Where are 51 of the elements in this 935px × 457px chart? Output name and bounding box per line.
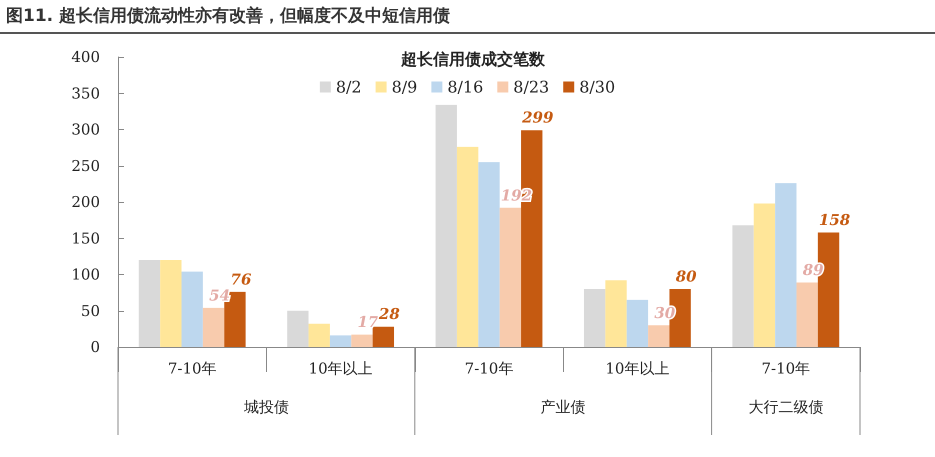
bar <box>138 260 160 347</box>
y-tick-label: 250 <box>71 156 100 175</box>
bar <box>330 335 352 347</box>
y-tick-label: 100 <box>71 266 100 284</box>
chart-title: 图11. 超长信用债流动性亦有改善，但幅度不及中短信用债 <box>6 5 450 27</box>
bar <box>478 162 500 347</box>
bar <box>584 289 606 347</box>
data-label: 80 <box>674 268 698 286</box>
x-tick-label: 10年以上 <box>308 360 373 378</box>
x-tick-label: 7-10年 <box>464 360 514 378</box>
text: 城投债 <box>242 398 289 416</box>
data-label: 17 <box>358 313 379 332</box>
bar <box>754 203 776 347</box>
y-tick-label: 150 <box>71 229 100 248</box>
bar <box>308 324 330 347</box>
data-label: 299 <box>521 108 554 127</box>
data-label: 158 <box>818 210 851 229</box>
y-tick-label: 400 <box>71 48 100 66</box>
bar <box>287 310 309 347</box>
bar <box>796 282 818 347</box>
bar <box>160 260 182 347</box>
bar <box>648 325 670 347</box>
legend-label: 8/16 <box>447 78 484 96</box>
x-tick-label: 10年以上 <box>605 360 670 378</box>
y-tick-label: 300 <box>71 120 100 138</box>
legend-label: 8/2 <box>336 78 362 96</box>
legend-label: 8/30 <box>579 78 616 96</box>
bar <box>605 280 627 347</box>
legend-label: 8/23 <box>513 78 550 96</box>
x-tick-label: 7-10年 <box>761 360 810 378</box>
bar <box>202 308 224 347</box>
bar <box>182 272 203 347</box>
chart-subtitle: 超长信用债成交笔数 <box>400 50 546 68</box>
bar <box>626 300 648 347</box>
bar <box>351 334 373 347</box>
bar <box>456 146 478 347</box>
bar <box>500 208 522 347</box>
bar <box>372 326 394 347</box>
text: 大行二级债 <box>748 398 824 416</box>
y-tick-label: 350 <box>71 84 100 102</box>
y-tick-label: 0 <box>90 338 100 356</box>
legend-label: 8/9 <box>392 78 418 96</box>
bar <box>436 104 457 347</box>
y-tick-label: 50 <box>80 302 100 320</box>
data-label: 76 <box>230 270 252 288</box>
text: 产业债 <box>540 398 586 416</box>
y-tick-label: 200 <box>71 193 100 211</box>
bar <box>732 225 754 347</box>
x-tick-label: 7-10年 <box>168 360 217 378</box>
data-label: 28 <box>378 305 400 324</box>
bar <box>775 183 796 347</box>
